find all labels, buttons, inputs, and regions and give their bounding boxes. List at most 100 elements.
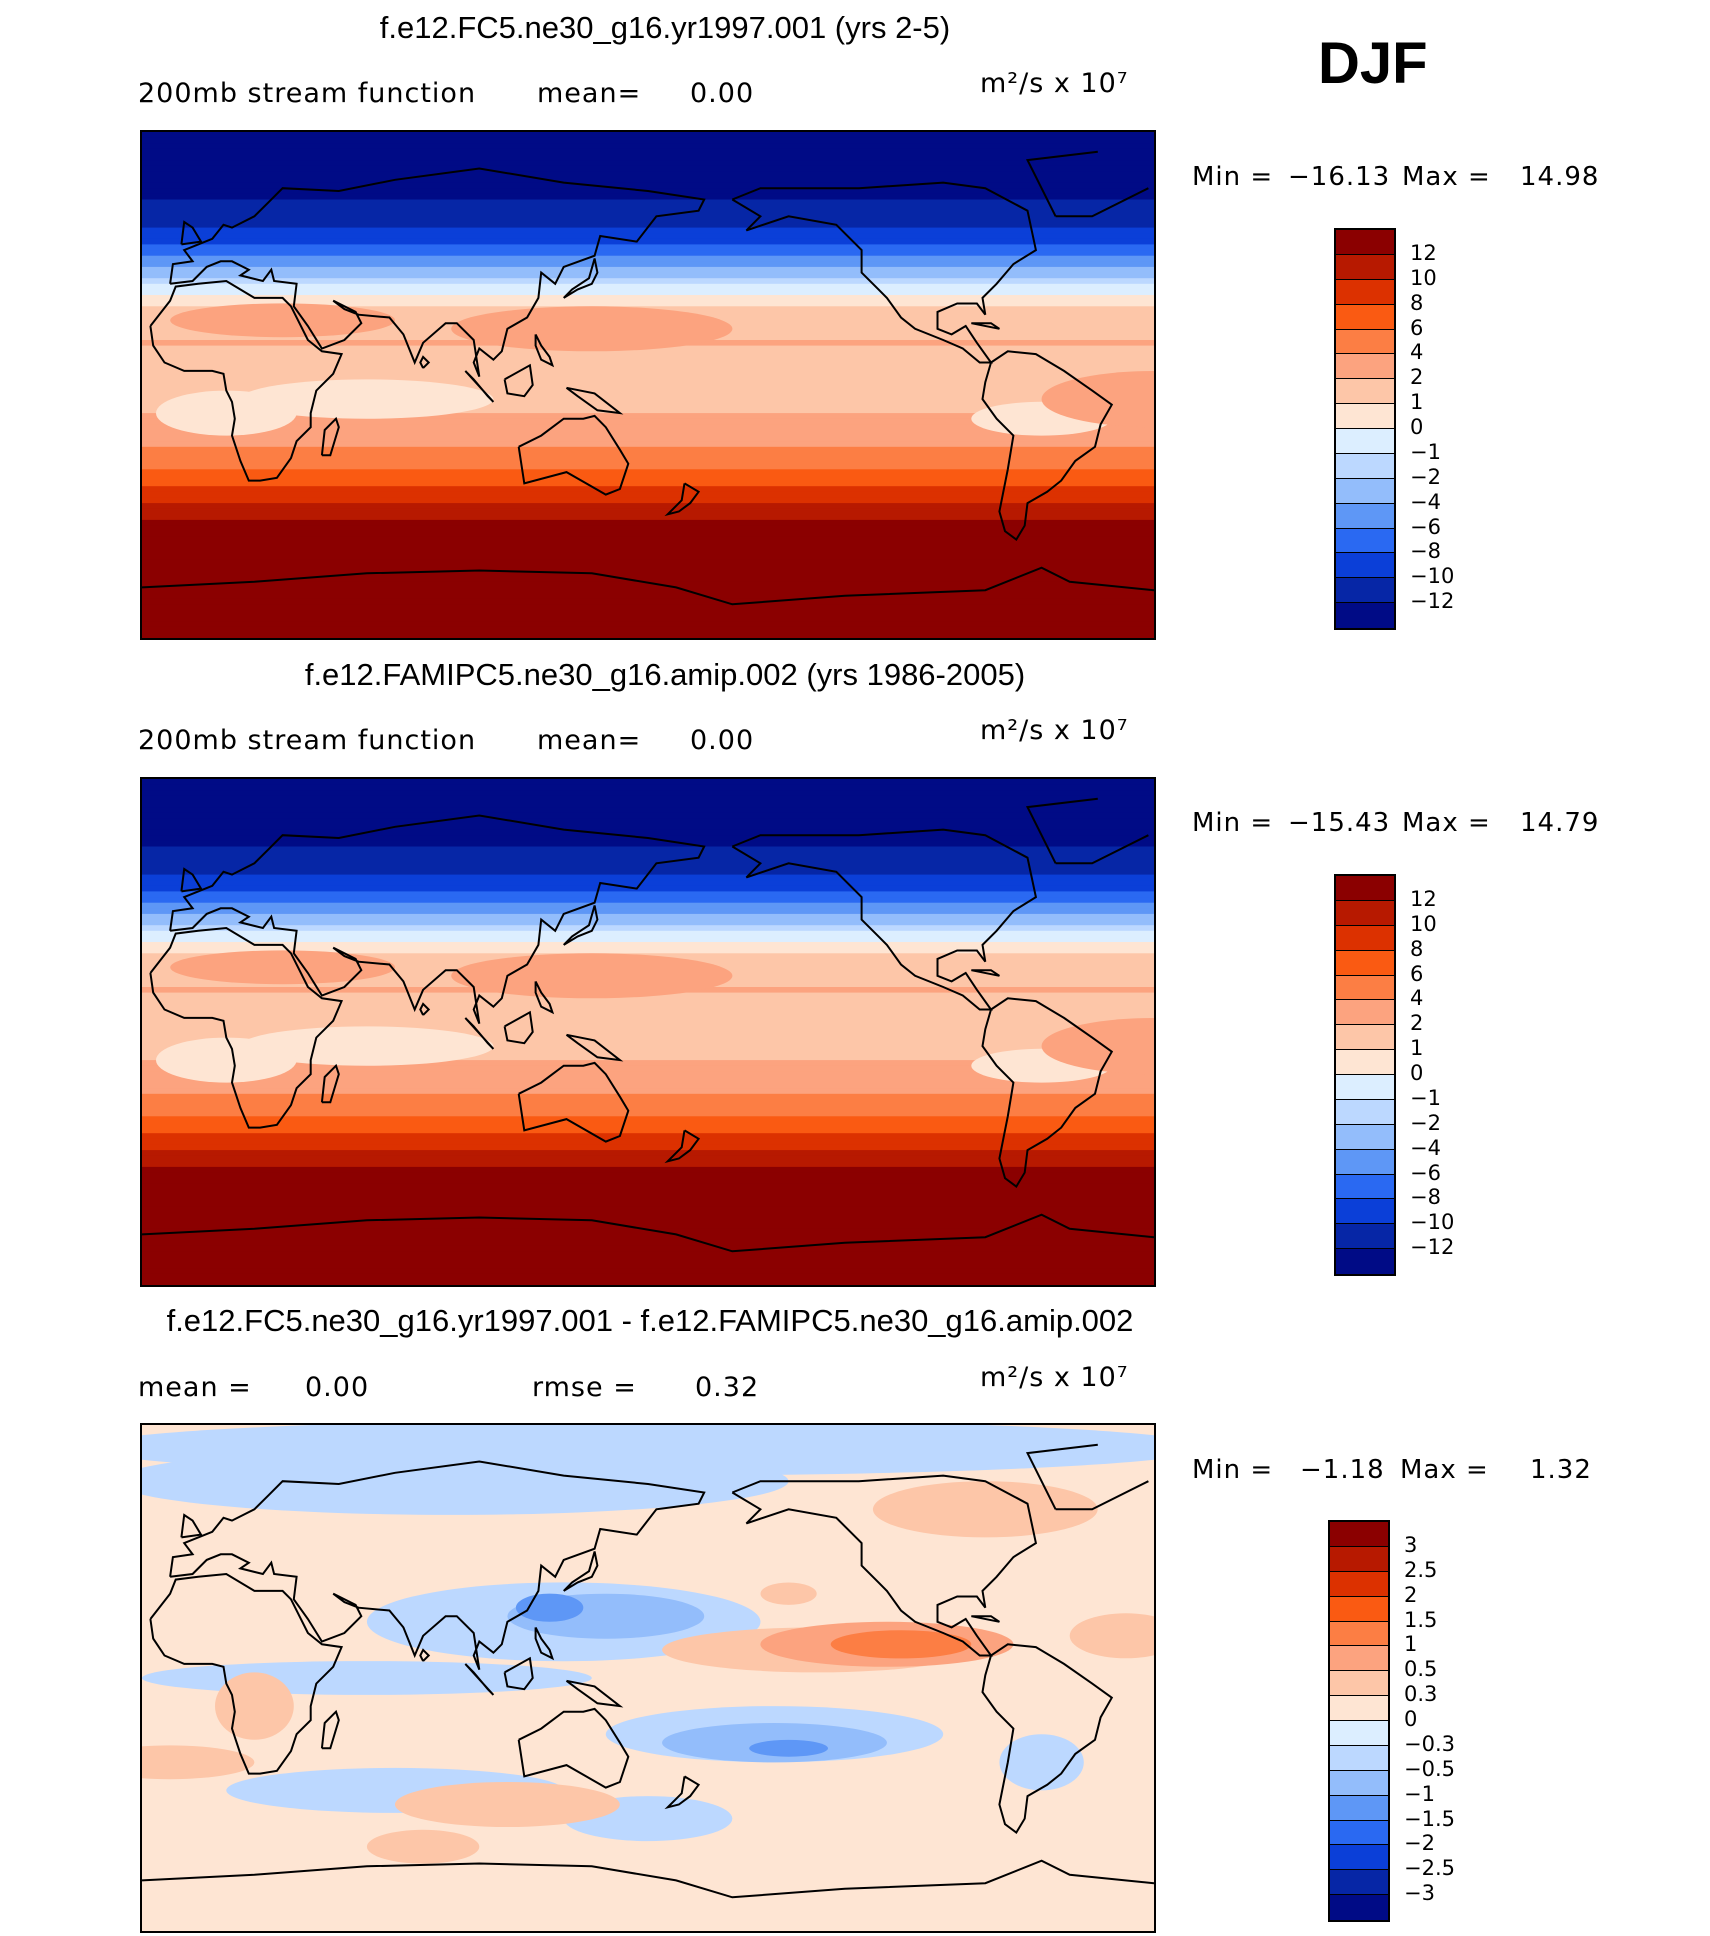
colorbar-label-11: −6 (1410, 514, 1441, 539)
panel-3-rmse-label: rmse = (532, 1372, 637, 1403)
band--34 (142, 480, 1154, 487)
panel-1-colorbar (1334, 228, 1396, 630)
band-46 (142, 255, 1154, 262)
band--52 (142, 1178, 1154, 1185)
band--50 (142, 525, 1154, 532)
band-74 (142, 177, 1154, 184)
band--88 (142, 632, 1154, 638)
band-48 (142, 897, 1154, 904)
colorbar-label-4: 1 (1404, 1632, 1418, 1657)
anomaly-blob-2 (240, 379, 494, 419)
panel-3-units: m²/s x 10⁷ (980, 1362, 1129, 1393)
band--8 (142, 1054, 1154, 1061)
coastline-1-0 (320, 1063, 340, 1104)
band--74 (142, 1240, 1154, 1247)
colorbar-swatch-2 (1336, 925, 1394, 951)
panel-2-map (140, 777, 1156, 1287)
coastline-10-2 (1025, 797, 1098, 864)
colorbar-label-14: −3 (1404, 1881, 1435, 1906)
colorbar-label-12: −8 (1410, 1185, 1441, 1210)
band-82 (142, 801, 1154, 808)
colorbar-label-13: −10 (1410, 564, 1455, 589)
colorbar-swatch-1 (1336, 254, 1394, 280)
colorbar-label-2: 2 (1404, 1582, 1418, 1607)
coastline-6-0 (503, 1010, 534, 1045)
band-2 (142, 379, 1154, 386)
colorbar-label-7: 0 (1410, 415, 1424, 439)
band--24 (142, 452, 1154, 459)
colorbar-swatch-0 (1336, 230, 1394, 255)
colorbar-swatch-14 (1330, 1870, 1388, 1896)
band--62 (142, 1206, 1154, 1213)
band-56 (142, 874, 1154, 881)
band-2 (142, 1026, 1154, 1033)
coastline-6-0 (503, 1656, 534, 1691)
colorbar-swatch-2 (1336, 279, 1394, 305)
band--4 (142, 1043, 1154, 1050)
colorbar-swatch-8 (1336, 429, 1394, 454)
band--68 (142, 1223, 1154, 1230)
colorbar-swatch-4 (1330, 1621, 1388, 1647)
band--86 (142, 1273, 1154, 1280)
colorbar-swatch-14 (1336, 1224, 1394, 1250)
map-svg-3 (142, 1425, 1154, 1931)
band--34 (142, 1127, 1154, 1134)
band--78 (142, 604, 1154, 611)
colorbar-label-9: −2 (1410, 1110, 1441, 1135)
band--10 (142, 1060, 1154, 1067)
colorbar-swatch-3 (1330, 1596, 1388, 1622)
coastline-2-0 (169, 167, 706, 377)
band--24 (142, 1099, 1154, 1106)
coastline-6-0 (503, 363, 534, 398)
colorbar-swatch-12 (1336, 1174, 1394, 1200)
panel-1-units: m²/s x 10⁷ (980, 68, 1129, 99)
coastline-14-0 (971, 1615, 1000, 1623)
band-58 (142, 222, 1154, 229)
band--48 (142, 1166, 1154, 1174)
band--70 (142, 581, 1154, 588)
coastline-14-0 (971, 969, 1000, 977)
band--84 (142, 621, 1154, 628)
coastline-9-0 (731, 828, 1038, 1011)
diff-blob-5 (515, 1593, 584, 1622)
band--16 (142, 430, 1154, 437)
colorbar-label-7: 0 (1410, 1061, 1424, 1085)
colorbar-swatch-15 (1336, 603, 1394, 628)
band-10 (142, 1003, 1154, 1011)
diff-blob-14 (1069, 1613, 1154, 1659)
band-88 (142, 784, 1154, 791)
band-50 (142, 891, 1154, 898)
colorbar-label-4: 4 (1410, 986, 1424, 1011)
anomaly-blob-1 (451, 953, 733, 999)
band-30 (142, 947, 1154, 954)
colorbar-swatch-11 (1330, 1795, 1388, 1821)
panel-1-map (140, 130, 1156, 640)
band-88 (142, 137, 1154, 144)
colorbar-label-6: 0.3 (1404, 1682, 1438, 1707)
colorbar-label-5: 2 (1410, 1011, 1424, 1036)
panel-1-min-value: −16.13 (1288, 162, 1391, 192)
band--52 (142, 531, 1154, 538)
band--16 (142, 1077, 1154, 1084)
band-54 (142, 880, 1154, 887)
colorbar-label-8: −1 (1410, 1085, 1441, 1110)
colorbar-swatch-10 (1330, 1770, 1388, 1796)
diff-blob-1 (142, 1447, 789, 1515)
band--18 (142, 1082, 1154, 1089)
band--64 (142, 564, 1154, 572)
coastline-12-0 (142, 1213, 1154, 1253)
colorbar-swatch-15 (1336, 1249, 1394, 1274)
colorbar-swatch-3 (1336, 304, 1394, 330)
band--40 (142, 1144, 1154, 1151)
colorbar-label-4: 4 (1410, 340, 1424, 365)
colorbar-label-14: −12 (1410, 589, 1455, 614)
band-40 (142, 919, 1154, 926)
band--44 (142, 1155, 1154, 1162)
map-svg-1 (142, 132, 1154, 638)
band-80 (142, 160, 1154, 167)
diff-blob-12 (749, 1739, 828, 1757)
colorbar-swatch-6 (1336, 1025, 1394, 1051)
band--18 (142, 435, 1154, 442)
colorbar-label-13: −2.5 (1404, 1856, 1455, 1881)
band-66 (142, 846, 1154, 853)
